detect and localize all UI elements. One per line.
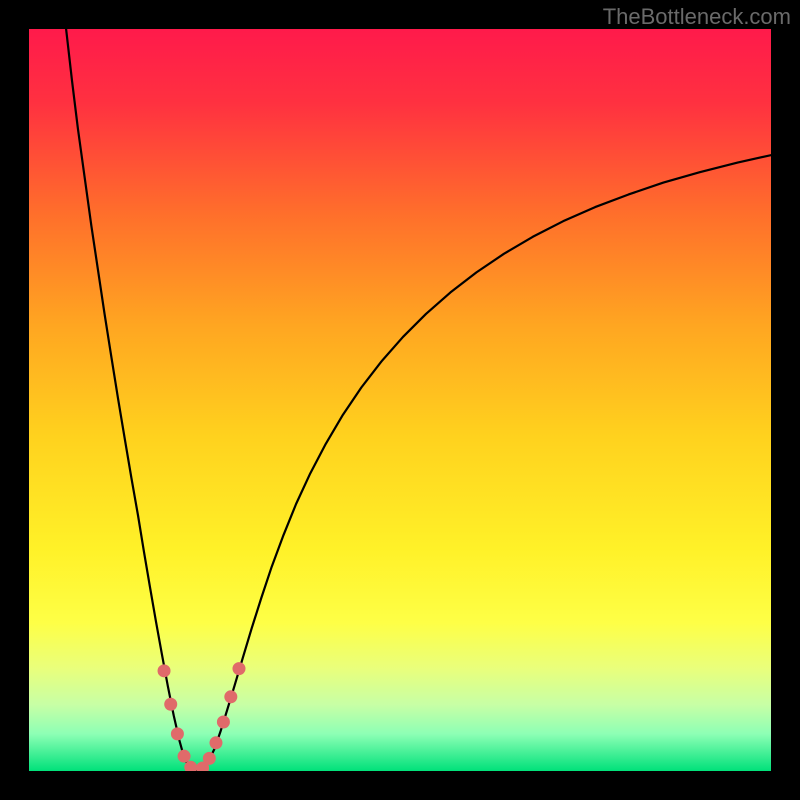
curve-marker [164,698,177,711]
curve-marker [171,727,184,740]
curve-marker [178,750,191,763]
curve-marker [232,662,245,675]
curve-marker [224,690,237,703]
curve-marker [217,716,230,729]
bottleneck-chart [29,29,771,771]
chart-background [29,29,771,771]
watermark-text: TheBottleneck.com [603,4,791,30]
curve-marker [158,664,171,677]
chart-frame: TheBottleneck.com [0,0,800,800]
curve-marker [209,736,222,749]
curve-marker [203,752,216,765]
